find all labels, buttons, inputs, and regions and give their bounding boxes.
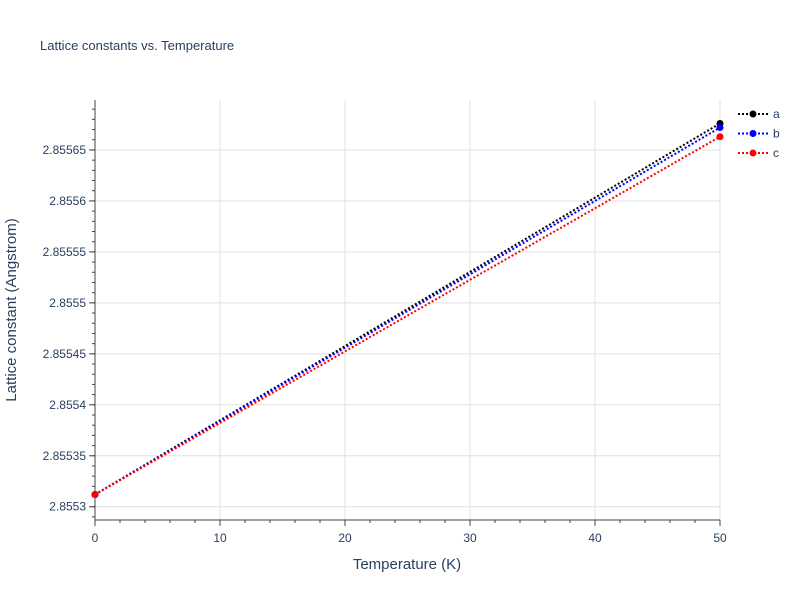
x-tick-label: 0 [92, 531, 99, 545]
y-tick-label: 2.85565 [43, 143, 87, 157]
series-line-c [94, 135, 721, 496]
x-tick-label: 30 [463, 531, 477, 545]
y-tick-label: 2.8553 [49, 500, 86, 514]
legend-marker [749, 110, 757, 118]
series-layer [91, 119, 724, 499]
grid [95, 100, 721, 520]
x-axis-label: Temperature (K) [353, 556, 461, 573]
y-tick-label: 2.8555 [49, 296, 86, 310]
legend-label: a [773, 107, 780, 121]
axes: 0 10 20 30 40 50 2.8553 2.85535 2.8554 2.85545 2.8… [43, 100, 727, 545]
y-tick-label: 2.85545 [43, 347, 87, 361]
data-point-b [716, 124, 724, 132]
legend-marker [749, 130, 757, 137]
x-tick-label: 50 [713, 531, 727, 545]
data-point-c [91, 491, 99, 499]
y-tick-label: 2.85555 [43, 245, 87, 259]
legend-label: c [773, 146, 779, 160]
chart-title: Lattice constants vs. Temperature [40, 38, 234, 53]
legend-marker [749, 149, 757, 157]
legend[interactable]: abc [738, 107, 780, 160]
x-tick-label: 10 [213, 531, 227, 545]
y-tick-label: 2.8556 [49, 194, 86, 208]
y-tick-label: 2.85535 [43, 449, 87, 463]
y-axis-label: Lattice constant (Angstrom) [3, 218, 20, 401]
y-tick-label: 2.8554 [49, 398, 86, 412]
data-point-c [716, 133, 724, 141]
x-tick-label: 20 [338, 531, 352, 545]
series-line-b [94, 126, 721, 496]
x-tick-label: 40 [588, 531, 602, 545]
legend-item-c[interactable]: c [738, 146, 779, 160]
legend-label: b [773, 127, 780, 141]
legend-item-a[interactable]: a [738, 107, 780, 121]
legend-item-b[interactable]: b [738, 127, 780, 141]
